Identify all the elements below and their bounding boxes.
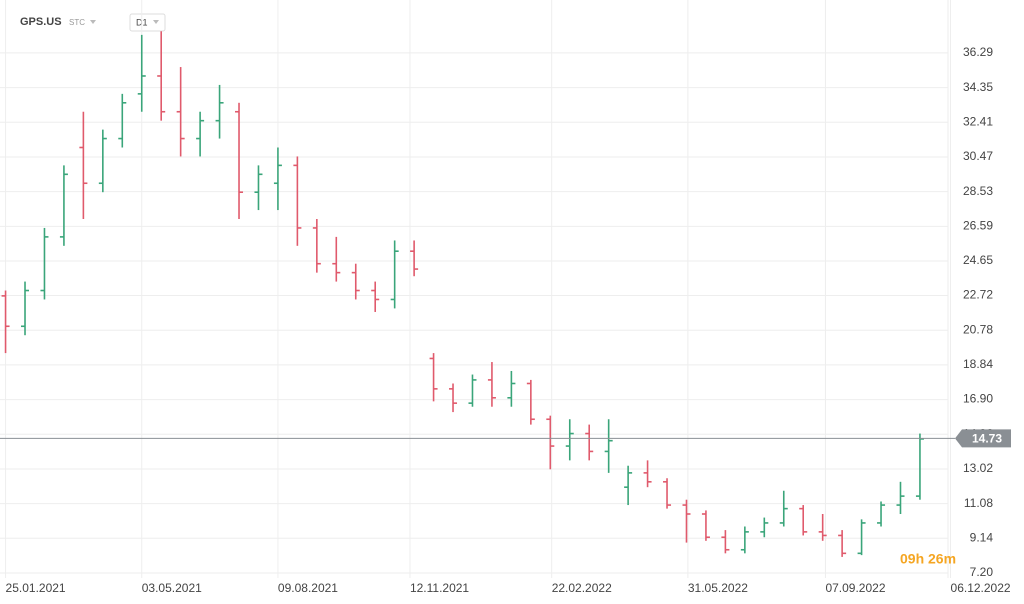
ohlc-bar bbox=[565, 419, 574, 461]
ohlc-bar bbox=[118, 93, 127, 148]
ohlc-bar bbox=[351, 263, 360, 300]
y-tick-label: 26.59 bbox=[963, 219, 993, 233]
ohlc-bar bbox=[701, 510, 710, 541]
ohlc-bar bbox=[624, 465, 633, 506]
interval-select[interactable] bbox=[129, 13, 166, 32]
ohlc-bar bbox=[740, 526, 749, 554]
ohlc-bar bbox=[196, 111, 205, 157]
exchange[interactable]: STC bbox=[69, 18, 85, 27]
x-tick-label: 09.08.2021 bbox=[278, 581, 338, 595]
ohlc-bar bbox=[429, 353, 438, 402]
ohlc-bar bbox=[468, 374, 477, 407]
ohlc-bar bbox=[799, 505, 808, 536]
ohlc-bar bbox=[293, 156, 302, 246]
ohlc-bar bbox=[585, 424, 594, 461]
ohlc-bar bbox=[273, 147, 282, 211]
exchange-dropdown[interactable] bbox=[90, 20, 96, 24]
y-tick-label: 7.20 bbox=[970, 565, 994, 579]
y-tick-label: 11.08 bbox=[964, 496, 993, 510]
y-tick-label: 32.41 bbox=[963, 114, 993, 128]
y-tick-label: 9.14 bbox=[970, 530, 994, 544]
ohlc-bar bbox=[721, 530, 730, 554]
ohlc-bar bbox=[838, 530, 847, 557]
ohlc-bar bbox=[176, 67, 185, 157]
interval-dropdown[interactable] bbox=[153, 20, 159, 24]
ohlc-bar bbox=[526, 379, 535, 425]
x-tick-label: 07.09.2022 bbox=[825, 581, 885, 595]
ohlc-bar bbox=[215, 84, 224, 139]
y-tick-label: 36.29 bbox=[963, 45, 993, 59]
y-tick-label: 24.65 bbox=[963, 253, 993, 267]
ohlc-bar bbox=[371, 281, 380, 312]
ohlc-bar bbox=[332, 236, 341, 282]
x-tick-label: 06.12.2022 bbox=[951, 581, 1011, 595]
ohlc-bar bbox=[818, 513, 827, 541]
ohlc-bar bbox=[390, 240, 399, 309]
ohlc-bar bbox=[896, 481, 905, 514]
y-tick-label: 20.78 bbox=[963, 322, 993, 336]
ohlc-bar bbox=[643, 460, 652, 488]
grid bbox=[0, 0, 952, 578]
ohlc-bar bbox=[760, 517, 769, 538]
ohlc-bar bbox=[1, 290, 10, 354]
ohlc-bar bbox=[79, 111, 88, 220]
symbol: GPS.US bbox=[20, 16, 62, 28]
y-tick-label: 16.90 bbox=[963, 392, 993, 406]
ohlc-bar bbox=[915, 433, 924, 500]
last-price-label: 14.73 bbox=[972, 432, 1002, 446]
ohlc-bar bbox=[21, 281, 30, 336]
ohlc-bar bbox=[507, 370, 516, 407]
x-tick-label: 03.05.2021 bbox=[142, 581, 202, 595]
ohlc-bar bbox=[40, 227, 49, 300]
countdown: 09h 26m bbox=[900, 551, 956, 567]
ohlc-bar bbox=[59, 165, 68, 246]
y-tick-label: 13.02 bbox=[963, 461, 993, 475]
ohlc-bar bbox=[877, 501, 886, 527]
ohlc-bar bbox=[410, 240, 419, 277]
ohlc-bar bbox=[312, 219, 321, 273]
y-tick-label: 34.35 bbox=[963, 80, 993, 94]
ohlc-bar bbox=[137, 34, 146, 112]
ohlc-bar bbox=[663, 478, 672, 509]
ohlc-bar bbox=[98, 129, 107, 193]
ohlc-bar bbox=[546, 415, 555, 470]
ohlc-bar bbox=[254, 165, 263, 211]
x-tick-label: 31.05.2022 bbox=[688, 581, 748, 595]
x-tick-label: 22.02.2022 bbox=[552, 581, 612, 595]
y-tick-label: 22.72 bbox=[963, 288, 993, 302]
y-tick-label: 30.47 bbox=[963, 149, 993, 163]
ohlc-bar bbox=[682, 499, 691, 543]
ohlc-bar bbox=[449, 383, 458, 413]
y-tick-label: 18.84 bbox=[963, 357, 993, 371]
ohlc-bar bbox=[604, 419, 613, 473]
ohlc-bar bbox=[487, 362, 496, 407]
last-price-tag bbox=[955, 429, 1011, 448]
ohlc-bar bbox=[235, 102, 244, 220]
x-tick-label: 25.01.2021 bbox=[6, 581, 66, 595]
ohlc-bar bbox=[157, 31, 166, 121]
ohlc-bar bbox=[857, 519, 866, 556]
ohlc-bar bbox=[779, 490, 788, 527]
x-tick-label: 12.11.2021 bbox=[410, 581, 469, 595]
y-tick-label: 28.53 bbox=[963, 184, 993, 198]
